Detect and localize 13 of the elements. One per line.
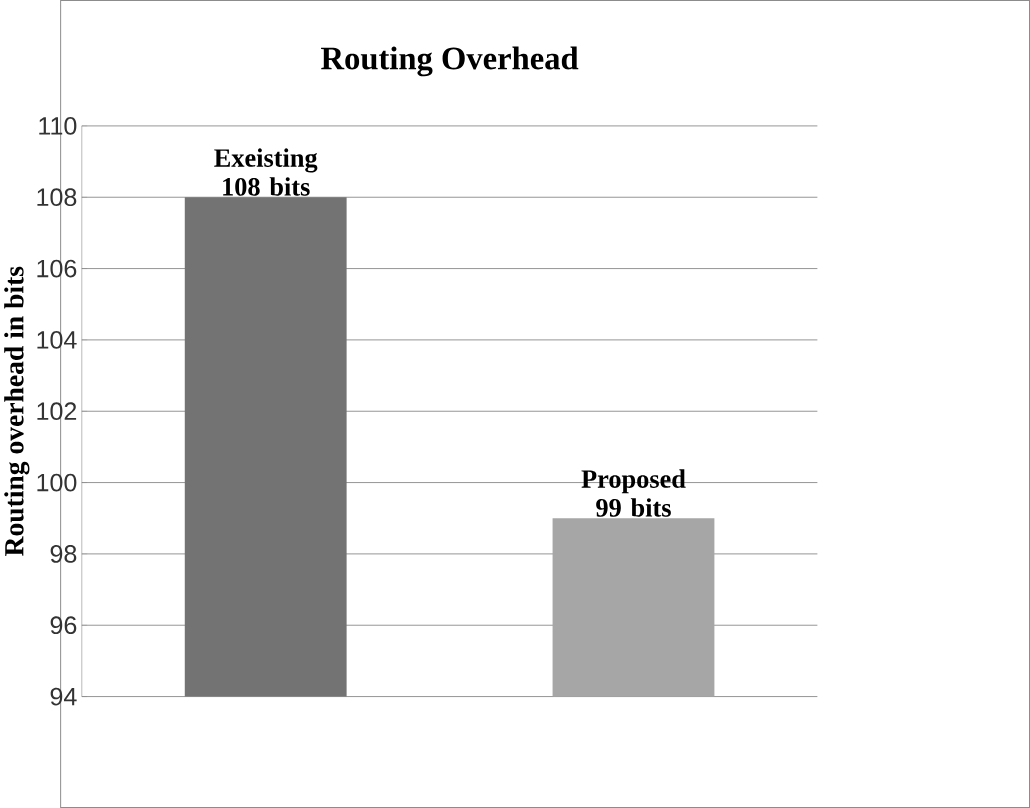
y-tick-label: 102 bbox=[37, 402, 77, 421]
chart-title: Routing Overhead bbox=[321, 46, 579, 77]
y-tick-label: 96 bbox=[50, 616, 77, 635]
y-tick-label: 98 bbox=[50, 545, 77, 563]
y-tick-label: 108 bbox=[37, 188, 77, 207]
y-tick-label: 104 bbox=[37, 331, 77, 349]
y-axis-title: Routing overhead in bits bbox=[4, 266, 30, 556]
y-tick-label: 110 bbox=[39, 117, 77, 135]
y-tick-label: 100 bbox=[37, 473, 77, 492]
y-tick-label: 94 bbox=[50, 687, 77, 706]
y-tick-label: 106 bbox=[37, 259, 77, 278]
data-label: Proposed 99 bits bbox=[581, 469, 686, 517]
data-label: Exeisting 108 bits bbox=[214, 148, 318, 196]
